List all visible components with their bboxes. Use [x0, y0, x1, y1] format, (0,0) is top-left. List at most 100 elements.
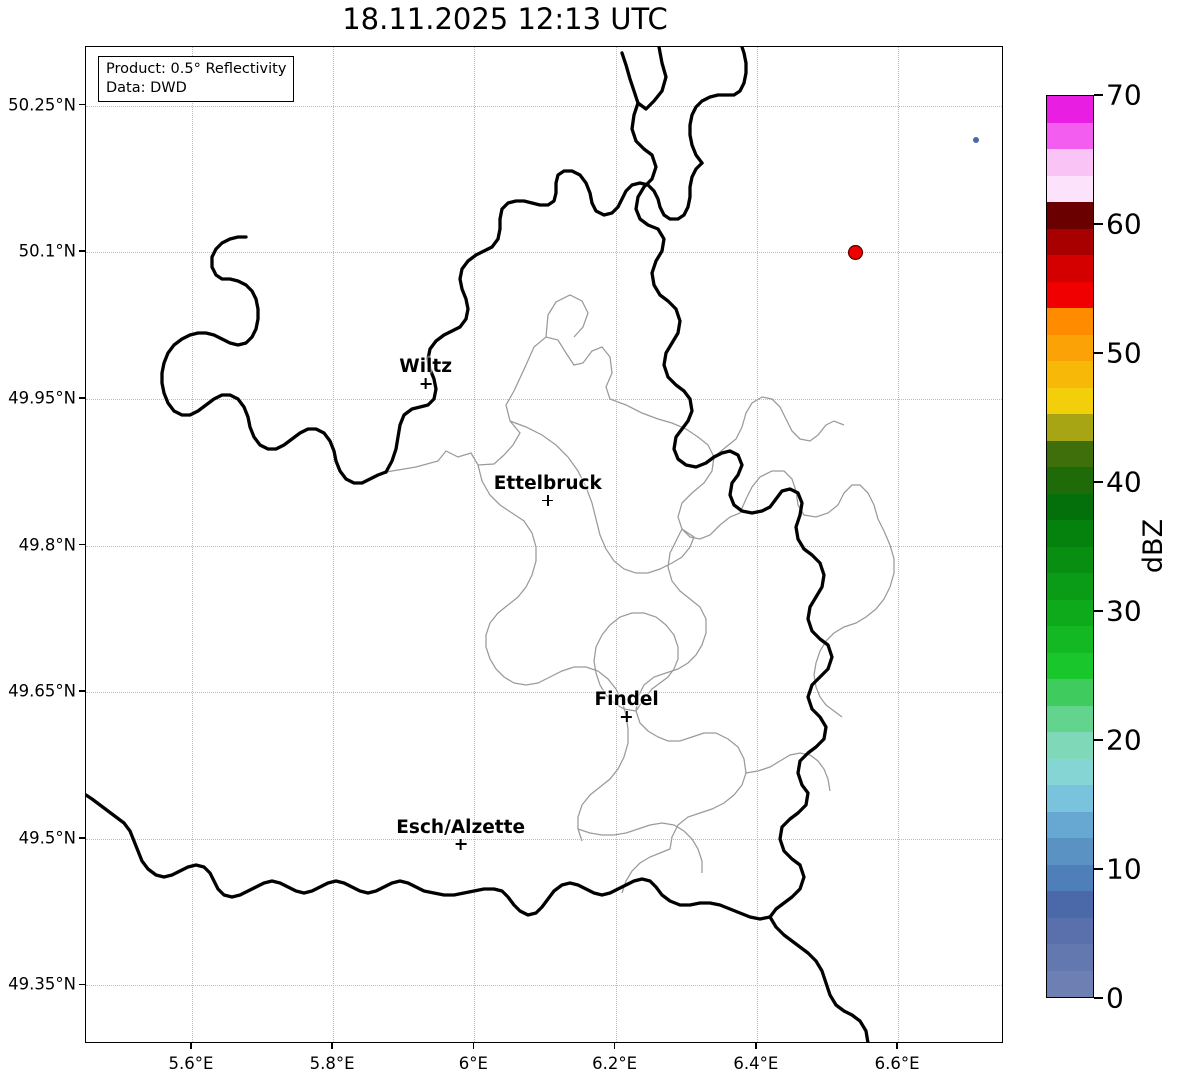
gridline-vertical [898, 47, 900, 1042]
colorbar-tickmark [1094, 997, 1103, 999]
gridline-horizontal [86, 985, 1002, 987]
radar-map-plot: Wiltz Ettelbruck Findel Esch/Alzette Produc… [85, 46, 1003, 1043]
gridline-vertical [615, 47, 617, 1042]
y-axis-tick-label: 49.5°N [18, 828, 76, 848]
colorbar-band [1047, 573, 1093, 600]
colorbar-band [1047, 361, 1093, 388]
colorbar-tick-label: 60 [1106, 207, 1142, 241]
y-axis-tickmark [79, 543, 85, 546]
x-axis-tick-label: 6.2°E [592, 1054, 638, 1073]
colorbar-band [1047, 202, 1093, 229]
x-axis-tickmark [472, 1043, 475, 1049]
y-axis-tickmark [79, 397, 85, 399]
y-axis-tick-label: 49.65°N [8, 681, 76, 701]
y-axis-tickmark [79, 690, 85, 692]
x-axis-tick-label: 6.6°E [874, 1054, 920, 1073]
cross-marker-icon [621, 711, 633, 723]
colorbar-tick-label: 70 [1106, 78, 1142, 112]
cross-marker-icon [420, 378, 432, 390]
gridline-horizontal [86, 252, 1002, 254]
city-marker-esch-alzette: Esch/Alzette [396, 817, 525, 850]
x-axis-tickmark [896, 1043, 898, 1049]
colorbar-tickmark [1094, 739, 1103, 741]
colorbar-band [1047, 785, 1093, 812]
y-axis-tickmark [79, 836, 85, 839]
x-axis-tick-label: 6.4°E [733, 1054, 779, 1073]
colorbar-band [1047, 175, 1093, 202]
x-axis-tickmark [331, 1043, 333, 1049]
y-axis-tick-label: 50.1°N [18, 241, 76, 261]
radar-echo-echo-2 [972, 136, 979, 143]
city-label: Findel [594, 689, 659, 711]
colorbar-band [1047, 705, 1093, 732]
y-axis-tickmark [79, 983, 85, 986]
colorbar-tickmark [1094, 223, 1103, 225]
colorbar-tick-label: 0 [1106, 981, 1124, 1015]
colorbar-band [1047, 811, 1093, 838]
colorbar-band [1047, 387, 1093, 414]
colorbar-band [1047, 599, 1093, 626]
colorbar-band [1047, 891, 1093, 918]
colorbar-band [1047, 308, 1093, 335]
city-label: Wiltz [399, 356, 453, 378]
city-marker-findel: Findel [594, 689, 659, 723]
x-axis-tick-label: 5.8°E [309, 1054, 355, 1073]
colorbar-tickmark [1094, 352, 1103, 354]
y-axis-tickmark [79, 103, 85, 106]
colorbar-band [1047, 467, 1093, 494]
cross-marker-icon [455, 838, 467, 850]
colorbar-band [1047, 679, 1093, 706]
city-marker-wiltz: Wiltz [399, 356, 453, 390]
gridline-horizontal [86, 838, 1002, 840]
colorbar-band [1047, 334, 1093, 361]
gridline-horizontal [86, 692, 1002, 694]
colorbar-tick-label: 40 [1106, 465, 1142, 499]
colorbar-title: dBZ [1138, 518, 1169, 574]
country-border [86, 47, 870, 1042]
y-axis-tick-label: 49.8°N [18, 535, 76, 554]
colorbar-tickmark [1094, 481, 1103, 483]
product-info-box: Product: 0.5° Reflectivity Data: DWD [98, 56, 295, 103]
data-source-line: Data: DWD [106, 79, 187, 96]
gridline-horizontal [86, 545, 1002, 547]
gridline-vertical [756, 47, 758, 1042]
colorbar-band [1047, 149, 1093, 176]
colorbar-band [1047, 838, 1093, 865]
gridline-vertical [333, 47, 335, 1042]
gridline-horizontal [86, 105, 1002, 107]
colorbar-tick-label: 10 [1106, 852, 1142, 886]
y-axis-tick-label: 50.25°N [8, 95, 76, 115]
colorbar-band [1047, 414, 1093, 441]
map-canvas: Wiltz Ettelbruck Findel Esch/Alzette Produc… [86, 47, 1002, 1042]
colorbar-band [1047, 652, 1093, 679]
colorbar-band [1047, 758, 1093, 785]
x-axis-tickmark [190, 1043, 192, 1049]
colorbar-band [1047, 255, 1093, 282]
colorbar-band [1047, 493, 1093, 520]
cross-marker-icon [542, 495, 554, 507]
colorbar-tickmark [1094, 868, 1103, 870]
colorbar-band [1047, 732, 1093, 759]
colorbar-band [1047, 970, 1093, 997]
colorbar-band [1047, 281, 1093, 308]
colorbar-tickmark [1094, 94, 1103, 96]
y-axis-tick-label: 49.95°N [8, 388, 76, 408]
y-axis-tickmark [79, 250, 85, 253]
city-label: Esch/Alzette [396, 816, 526, 838]
colorbar-tickmark [1094, 610, 1103, 612]
colorbar-band [1047, 944, 1093, 971]
colorbar-band [1047, 546, 1093, 573]
radar-echo-echo-1 [848, 244, 864, 260]
colorbar-band [1047, 864, 1093, 891]
city-label: Ettelbruck [493, 473, 602, 495]
page-title: 18.11.2025 12:13 UTC [342, 2, 668, 36]
colorbar-band [1047, 122, 1093, 149]
x-axis-tickmark [613, 1043, 616, 1049]
colorbar-tick-label: 20 [1106, 723, 1142, 757]
colorbar-tick-label: 30 [1106, 594, 1142, 628]
product-info-line: Product: 0.5° Reflectivity [106, 61, 287, 77]
colorbar-band [1047, 96, 1093, 123]
gridline-horizontal [86, 398, 1002, 400]
city-marker-ettelbruck: Ettelbruck [493, 473, 602, 507]
colorbar [1046, 95, 1094, 998]
